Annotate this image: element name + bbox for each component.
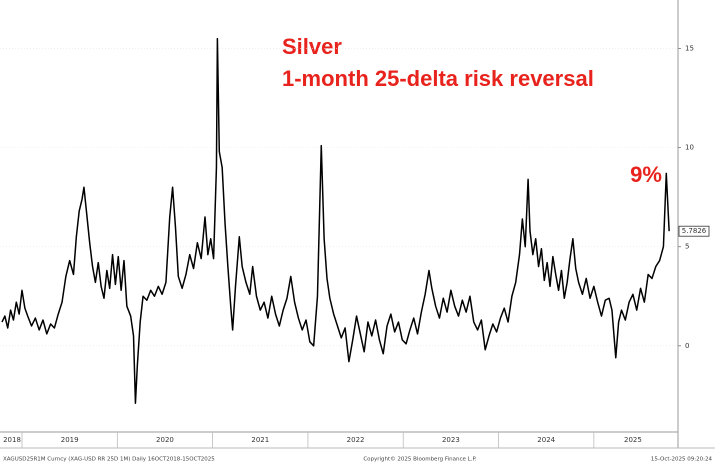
last-value-box	[678, 225, 710, 237]
x-tick-label: 2025	[624, 436, 642, 444]
y-tick-label: 10	[685, 144, 694, 152]
last-value-label: 5.7826	[682, 227, 707, 235]
y-tick-label: 0	[685, 342, 689, 350]
x-tick-label: 2021	[251, 436, 269, 444]
y-tick-label: 5	[685, 243, 689, 251]
footer-right: 15-Oct-2025 09:20:24	[651, 457, 713, 463]
chart-title: Silver	[282, 34, 342, 59]
data-line	[1, 37, 670, 405]
x-tick-label: 2019	[61, 436, 79, 444]
x-tick-label: 2023	[442, 436, 460, 444]
x-tick-label: 2020	[156, 436, 174, 444]
annotation: 9%	[630, 162, 662, 187]
x-tick-label: 2022	[347, 436, 365, 444]
chart-subtitle: 1-month 25-delta risk reversal	[282, 66, 594, 91]
x-tick-label: 2024	[537, 436, 555, 444]
footer-center: Copyright© 2025 Bloomberg Finance L.P.	[363, 456, 477, 463]
footer-left: XAGUSD25R1M Curncy (XAG-USD RR 25D 1M) D…	[3, 457, 215, 463]
x-tick-label: 2018	[3, 436, 21, 444]
y-tick-label: 15	[685, 45, 694, 53]
